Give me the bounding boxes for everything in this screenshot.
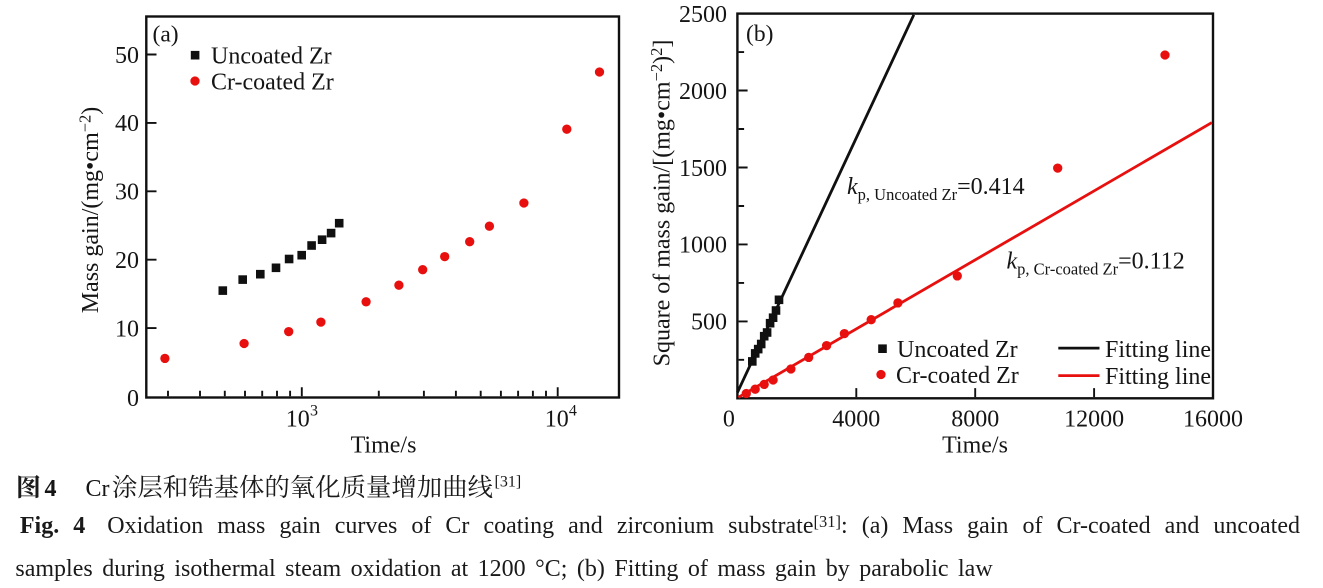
svg-text:2500: 2500 — [679, 2, 727, 28]
svg-text:Cr-coated Zr: Cr-coated Zr — [211, 69, 334, 95]
svg-text:Cr: Cr — [86, 476, 110, 502]
svg-text:1500: 1500 — [679, 156, 727, 182]
svg-text:Uncoated Zr: Uncoated Zr — [897, 337, 1018, 363]
svg-text:3: 3 — [310, 403, 318, 420]
svg-text:Fitting line: Fitting line — [1105, 364, 1211, 390]
svg-text:4: 4 — [45, 476, 57, 502]
svg-text:12000: 12000 — [1064, 407, 1124, 433]
svg-text:[31]: [31] — [495, 474, 522, 491]
svg-text:Fitting line: Fitting line — [1105, 337, 1211, 363]
svg-text:Cr-coated Zr: Cr-coated Zr — [896, 363, 1019, 389]
svg-text:2000: 2000 — [679, 79, 727, 105]
svg-text:(a): (a) — [153, 22, 179, 48]
svg-text:50: 50 — [115, 43, 139, 69]
svg-text:10: 10 — [286, 407, 310, 433]
svg-text:(b): (b) — [746, 21, 773, 47]
svg-text:Time/s: Time/s — [351, 433, 417, 459]
svg-text:8000: 8000 — [951, 407, 999, 433]
svg-text:4000: 4000 — [832, 407, 880, 433]
svg-text:10: 10 — [545, 407, 569, 433]
svg-text:40: 40 — [115, 111, 139, 137]
svg-text:10: 10 — [115, 316, 139, 342]
svg-text:Uncoated Zr: Uncoated Zr — [211, 43, 332, 69]
svg-text:kp, Cr-coated Zr=0.112: kp, Cr-coated Zr=0.112 — [1007, 249, 1185, 279]
svg-text:20: 20 — [115, 248, 139, 274]
svg-text:0: 0 — [127, 386, 139, 412]
svg-text:16000: 16000 — [1183, 407, 1243, 433]
svg-text:1000: 1000 — [679, 233, 727, 259]
svg-text:kp, Uncoated Zr=0.414: kp, Uncoated Zr=0.414 — [847, 174, 1025, 204]
svg-text:Time/s: Time/s — [942, 433, 1008, 459]
svg-text:Square of mass gain/[(mg•cm−2): Square of mass gain/[(mg•cm−2)2] — [647, 40, 676, 367]
svg-text:30: 30 — [115, 180, 139, 206]
svg-text:4: 4 — [569, 403, 577, 420]
svg-text:Mass gain/(mg•cm−2): Mass gain/(mg•cm−2) — [76, 107, 105, 314]
svg-text:500: 500 — [691, 310, 727, 336]
svg-text:0: 0 — [723, 407, 735, 433]
